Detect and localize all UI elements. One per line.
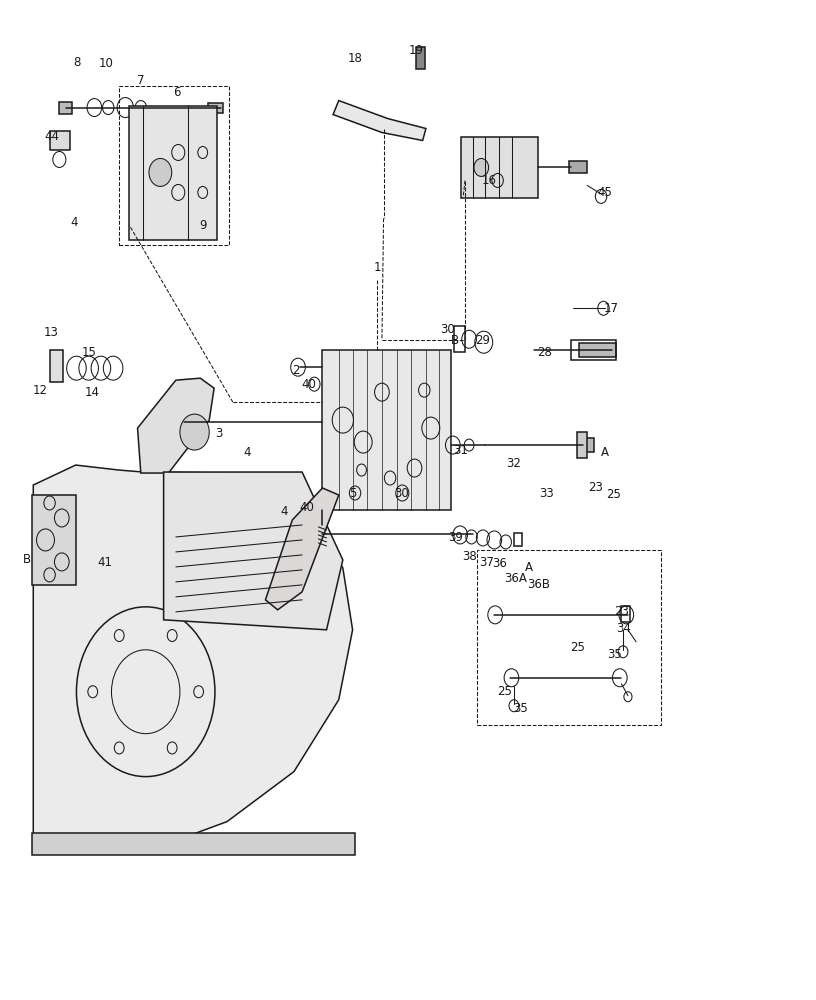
Bar [32,495,77,585]
Text: 13: 13 [44,326,59,339]
Bar [622,606,630,622]
Text: 23: 23 [588,481,603,494]
Bar [571,340,616,360]
Text: 36A: 36A [504,572,527,585]
Text: 30: 30 [394,487,409,500]
Polygon shape [265,488,339,610]
Polygon shape [50,350,64,382]
Text: B: B [451,334,459,347]
Text: 5: 5 [349,487,357,500]
Text: 18: 18 [348,52,362,65]
Text: A: A [525,561,533,574]
Text: 40: 40 [301,378,316,391]
Bar [119,86,228,245]
Text: 36B: 36B [527,578,550,591]
Bar [60,102,73,114]
Text: 33: 33 [539,487,554,500]
Text: 39: 39 [448,531,463,544]
Text: 35: 35 [513,702,528,715]
Text: 44: 44 [45,130,60,143]
Polygon shape [333,101,426,140]
Text: 19: 19 [409,44,424,57]
Polygon shape [578,432,588,458]
Text: 7: 7 [137,74,144,87]
Bar [32,833,355,855]
Text: 14: 14 [84,386,100,399]
Text: 17: 17 [604,302,619,315]
Text: 40: 40 [299,501,314,514]
Polygon shape [138,378,214,473]
Text: 38: 38 [463,550,477,563]
Text: A: A [601,446,609,459]
Text: 1: 1 [373,261,381,274]
Text: 6: 6 [173,86,180,99]
Circle shape [474,158,489,176]
Text: 9: 9 [199,219,206,232]
Text: 25: 25 [497,685,512,698]
Text: 36: 36 [492,557,507,570]
Polygon shape [50,131,70,150]
Circle shape [149,158,171,186]
Bar [514,533,522,546]
Bar [416,47,425,69]
Text: 4: 4 [70,216,78,229]
Polygon shape [164,472,343,630]
Bar [322,350,451,510]
Text: 25: 25 [605,488,621,501]
Text: 37: 37 [479,556,494,569]
Text: 28: 28 [538,346,552,359]
Text: 12: 12 [33,384,47,397]
Text: 41: 41 [97,556,113,569]
Text: 45: 45 [597,186,613,199]
Text: 32: 32 [507,457,521,470]
Polygon shape [33,465,353,852]
Text: 16: 16 [482,174,497,187]
Bar [454,326,465,352]
Text: 4: 4 [281,505,288,518]
Bar [461,137,539,198]
Bar [208,103,223,113]
Text: 30: 30 [440,323,455,336]
Bar [477,550,660,725]
Text: 25: 25 [570,641,585,654]
Text: 10: 10 [100,57,114,70]
Text: 3: 3 [215,427,223,440]
Bar [570,161,588,173]
Text: 8: 8 [73,56,80,69]
Bar [178,415,194,428]
Text: 15: 15 [82,346,96,359]
Bar [579,438,594,452]
Text: 35: 35 [608,648,623,661]
Text: 31: 31 [454,444,468,457]
Text: 34: 34 [616,622,632,635]
Text: 2: 2 [292,364,299,377]
Polygon shape [130,106,216,240]
Bar [579,343,616,357]
Text: 4: 4 [244,446,251,459]
Circle shape [180,414,209,450]
Text: 29: 29 [476,334,490,347]
Text: 23: 23 [614,605,629,618]
Text: B: B [23,553,31,566]
